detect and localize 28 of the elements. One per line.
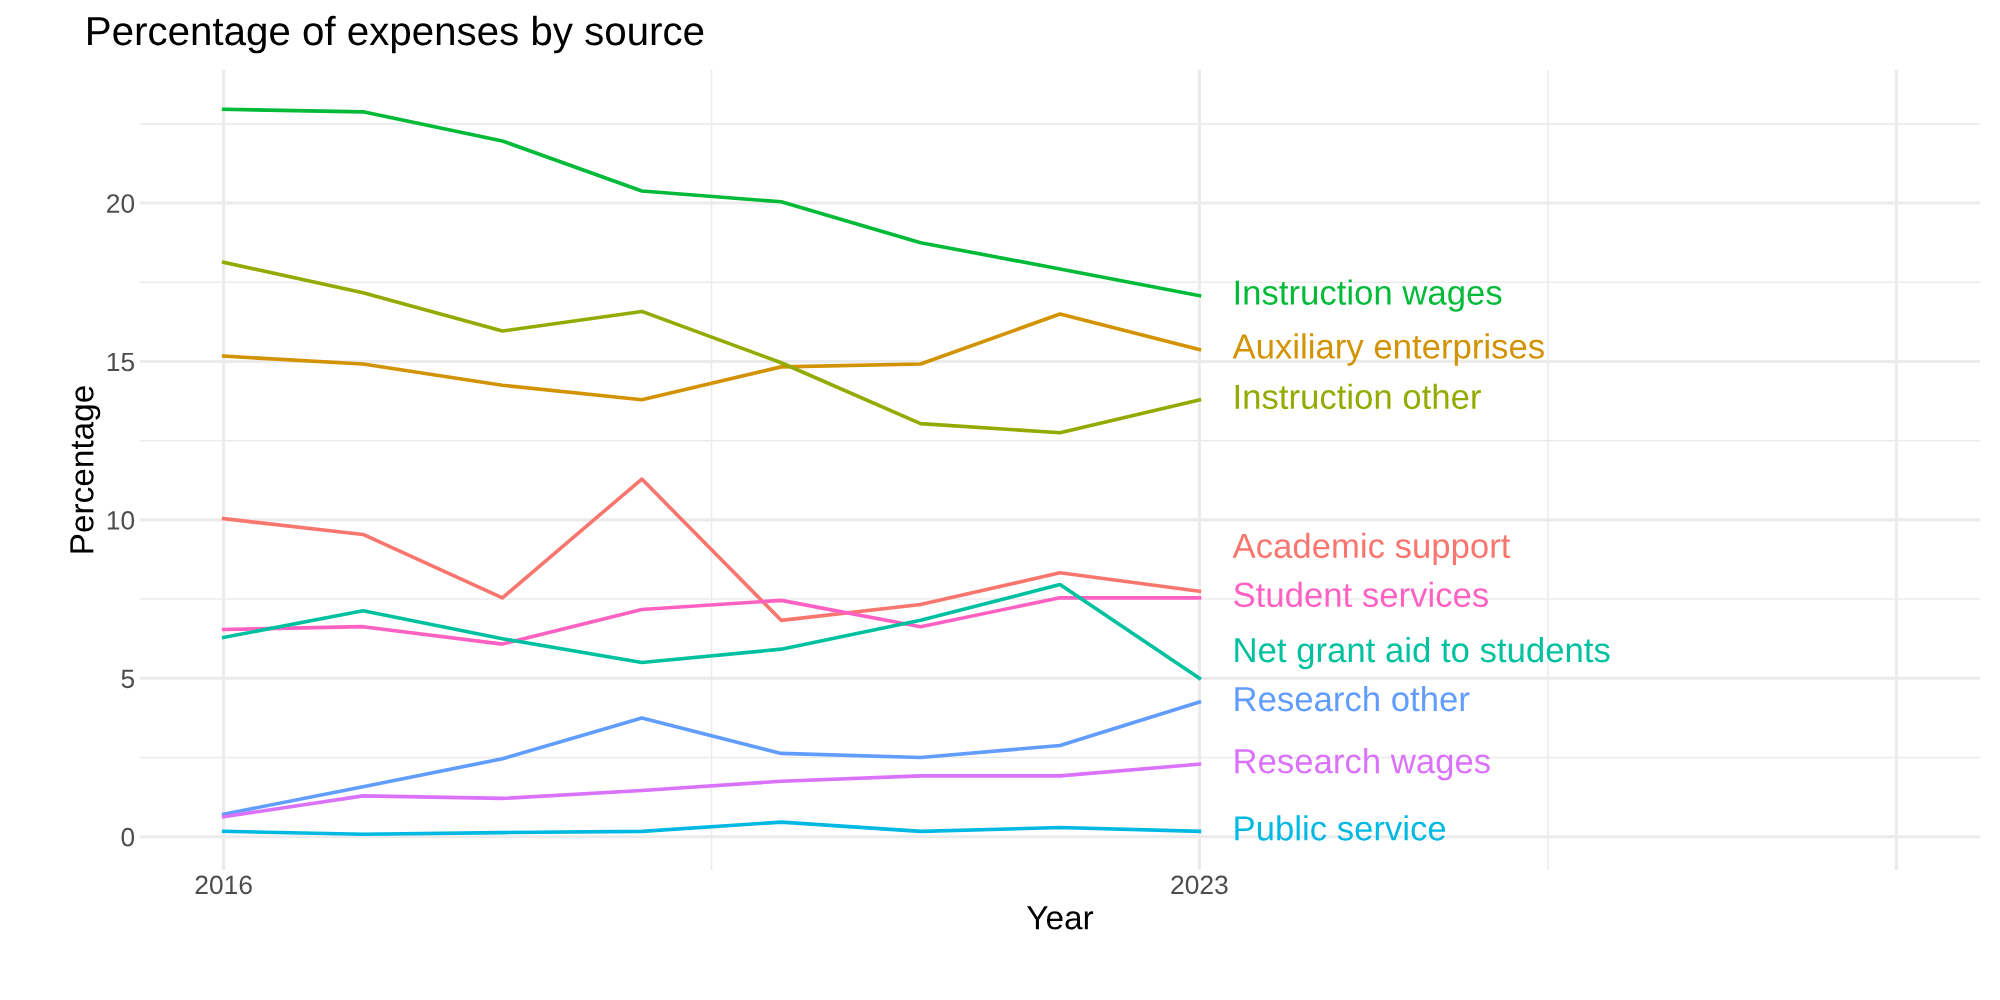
line-series <box>221 700 1202 817</box>
chart-title: Percentage of expenses by source <box>88 15 704 54</box>
line-series <box>221 477 1202 623</box>
x-axis-title: Year <box>1027 906 1094 930</box>
y-tick-label: 5 <box>121 669 135 689</box>
line-series <box>221 820 1202 837</box>
series-label: Public service <box>1235 815 1446 841</box>
series-label: Research wages <box>1235 747 1490 781</box>
series-label: Net grant aid to students <box>1235 636 1610 670</box>
series-label: Instruction wages <box>1235 279 1502 312</box>
series-label: Academic support <box>1232 532 1511 566</box>
line-series <box>221 260 1202 435</box>
series-label: Instruction other <box>1235 383 1481 410</box>
series-label: Research other <box>1235 685 1470 712</box>
line-series <box>221 582 1202 681</box>
y-tick-label: 15 <box>107 352 135 372</box>
line-series <box>221 762 1202 819</box>
series-label: Auxiliary enterprises <box>1232 333 1544 366</box>
series-label: Student services <box>1234 581 1488 608</box>
y-tick-label: 0 <box>121 827 135 847</box>
y-tick-label: 10 <box>107 511 135 530</box>
line-series <box>221 107 1202 298</box>
y-tick-label: 20 <box>107 194 135 213</box>
x-tick-label: 2016 <box>195 875 252 895</box>
x-tick-label: 2023 <box>1171 875 1228 895</box>
y-axis-title: Percentage <box>70 386 101 553</box>
line-series <box>221 312 1202 402</box>
line-series <box>221 596 1202 646</box>
